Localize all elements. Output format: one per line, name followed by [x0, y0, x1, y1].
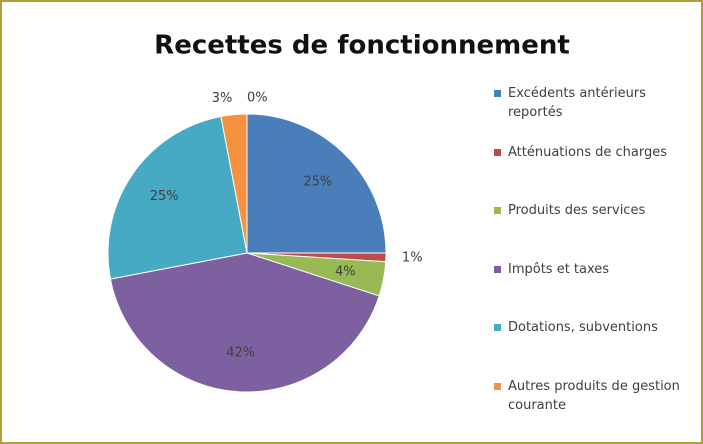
legend-label: Produits des services — [508, 203, 646, 218]
legend-swatch — [494, 382, 501, 390]
pie-slice — [107, 115, 248, 280]
data-label: 25% — [303, 175, 332, 190]
legend-item: Dotations, subventions — [494, 318, 699, 337]
legend-item: Produits des services — [494, 201, 699, 220]
legend-item: Impôts et taxes — [494, 260, 699, 279]
legend-item: Atténuations de charges — [494, 143, 699, 162]
data-label: 3% — [212, 91, 233, 106]
legend-label: Excédents antérieurs reportés — [508, 86, 646, 120]
data-label: 25% — [150, 189, 179, 204]
legend-label: Atténuations de charges — [508, 144, 667, 160]
legend-label: Impôts et taxes — [508, 261, 610, 277]
legend-swatch — [494, 265, 501, 273]
pie-slice — [109, 252, 380, 393]
legend-item: Excédents antérieurs reportés — [494, 84, 699, 122]
pie-slice — [246, 113, 387, 254]
legend-item: Autres produits de gestion courante — [494, 377, 699, 415]
legend-swatch — [494, 148, 501, 156]
data-label: 0% — [247, 91, 268, 106]
data-label: 1% — [402, 250, 423, 265]
legend-label: Dotations, subventions — [508, 320, 658, 335]
legend-label: Autres produits de gestion courante — [508, 378, 680, 413]
legend-swatch — [494, 90, 501, 97]
legend-swatch — [494, 324, 501, 331]
data-label: 4% — [335, 264, 356, 279]
chart-title: Recettes de fonctionnement — [154, 31, 570, 61]
data-label: 42% — [226, 345, 255, 360]
legend-swatch — [494, 207, 501, 214]
